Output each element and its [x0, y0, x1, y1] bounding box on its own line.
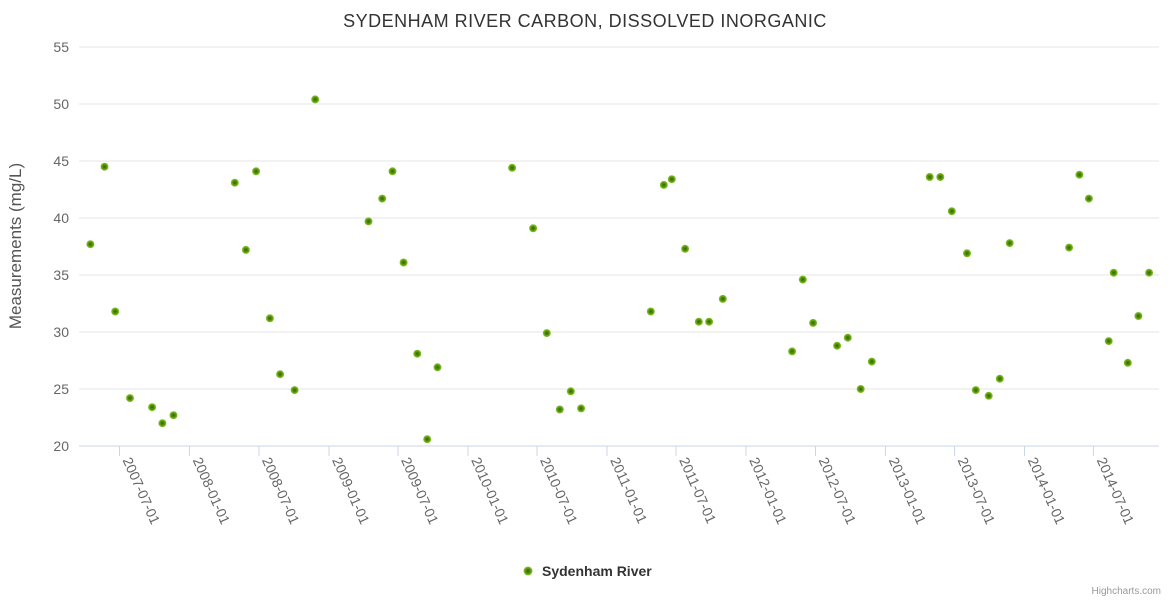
gridlines: [79, 46, 1159, 447]
x-axis-tick-label: 2012-07-01: [816, 455, 860, 527]
data-point[interactable]: [659, 180, 668, 189]
data-point[interactable]: [809, 318, 818, 327]
data-point[interactable]: [241, 245, 250, 254]
y-axis-tick-label: 35: [53, 267, 69, 283]
data-point[interactable]: [423, 435, 432, 444]
data-point[interactable]: [856, 385, 865, 393]
data-point[interactable]: [867, 357, 876, 366]
data-point[interactable]: [86, 240, 95, 249]
x-axis-tick-label: 2009-07-01: [398, 455, 442, 527]
data-point[interactable]: [529, 224, 538, 233]
data-point[interactable]: [111, 307, 120, 316]
data-point[interactable]: [378, 194, 387, 203]
data-point[interactable]: [798, 275, 807, 284]
data-point[interactable]: [833, 341, 842, 350]
legend-marker-icon: [523, 566, 533, 576]
data-point[interactable]: [646, 307, 655, 316]
x-axis-tick-label: 2013-01-01: [886, 455, 930, 527]
x-axis-tick-label: 2012-01-01: [746, 455, 790, 527]
x-axis-tick-label: 2009-01-01: [329, 455, 373, 527]
data-point[interactable]: [1065, 243, 1074, 252]
y-axis-tick-label: 25: [53, 381, 69, 397]
data-point[interactable]: [158, 419, 167, 428]
data-point[interactable]: [705, 317, 714, 326]
y-axis-tick-label: 40: [53, 210, 69, 226]
x-axis-tick-label: 2007-07-01: [120, 455, 164, 527]
data-point[interactable]: [388, 167, 397, 176]
x-axis-tick-label: 2008-01-01: [190, 455, 234, 527]
data-point[interactable]: [169, 411, 178, 420]
data-point[interactable]: [995, 374, 1004, 383]
data-point[interactable]: [555, 405, 564, 414]
data-point[interactable]: [694, 317, 703, 326]
data-point[interactable]: [126, 394, 134, 403]
data-point[interactable]: [566, 387, 575, 396]
data-point[interactable]: [399, 258, 408, 267]
data-point[interactable]: [252, 167, 261, 176]
data-point[interactable]: [971, 386, 980, 395]
x-axis-tick-label: 2008-07-01: [259, 455, 303, 527]
data-point[interactable]: [230, 178, 239, 187]
y-axis-tick-label: 30: [53, 324, 69, 340]
data-point[interactable]: [311, 95, 320, 104]
data-point[interactable]: [718, 294, 727, 303]
data-point[interactable]: [433, 363, 442, 372]
data-point[interactable]: [577, 404, 586, 413]
data-point[interactable]: [984, 391, 993, 400]
y-axis-tick-label: 55: [53, 39, 69, 55]
data-point[interactable]: [290, 386, 299, 395]
data-point[interactable]: [148, 403, 157, 412]
legend[interactable]: Sydenham River: [523, 563, 653, 579]
x-axis-tick-label: 2011-07-01: [676, 455, 719, 526]
data-point[interactable]: [667, 175, 676, 184]
data-points-group: [86, 95, 1154, 444]
data-point[interactable]: [1134, 312, 1143, 320]
data-point[interactable]: [1084, 194, 1093, 203]
data-point[interactable]: [100, 162, 109, 171]
data-point[interactable]: [508, 163, 517, 172]
data-point[interactable]: [1104, 337, 1113, 346]
x-axis-tick-label: 2010-01-01: [468, 455, 512, 527]
data-point[interactable]: [1005, 239, 1014, 248]
data-point[interactable]: [925, 173, 934, 181]
data-point[interactable]: [963, 249, 971, 258]
y-axis-tick-label: 20: [53, 438, 69, 454]
data-point[interactable]: [1145, 268, 1154, 277]
chart-title: SYDENHAM RIVER CARBON, DISSOLVED INORGAN…: [343, 11, 827, 31]
data-point[interactable]: [413, 349, 422, 358]
x-axis: 2007-07-01 2008-01-01 2008-07-01 2009-01-01…: [79, 445, 1159, 527]
data-point[interactable]: [947, 207, 956, 216]
data-point[interactable]: [936, 173, 945, 181]
y-axis-title: Measurements (mg/L): [6, 163, 25, 329]
data-point[interactable]: [1075, 170, 1084, 179]
data-point[interactable]: [1109, 268, 1118, 277]
data-point[interactable]: [276, 370, 285, 379]
y-axis-tick-label: 45: [53, 153, 69, 169]
x-axis-tick-label: 2014-01-01: [1025, 455, 1069, 527]
data-point[interactable]: [681, 244, 690, 253]
data-point[interactable]: [843, 333, 852, 342]
x-axis-tick-label: 2014-07-01: [1094, 455, 1138, 527]
legend-label[interactable]: Sydenham River: [542, 563, 652, 579]
x-axis-tick-label: 2011-01-01: [607, 455, 650, 526]
x-axis-tick-label: 2010-07-01: [537, 455, 581, 527]
data-point[interactable]: [265, 314, 274, 323]
y-axis-tick-label: 50: [53, 96, 69, 112]
data-point[interactable]: [542, 329, 551, 338]
credits-link[interactable]: Highcharts.com: [1092, 586, 1161, 597]
data-point[interactable]: [364, 217, 373, 226]
data-point[interactable]: [788, 347, 797, 356]
data-point[interactable]: [1123, 358, 1132, 367]
x-axis-tick-label: 2013-07-01: [955, 455, 999, 527]
y-axis-labels: 20 25 30 35 40 45 50 55: [53, 39, 69, 454]
